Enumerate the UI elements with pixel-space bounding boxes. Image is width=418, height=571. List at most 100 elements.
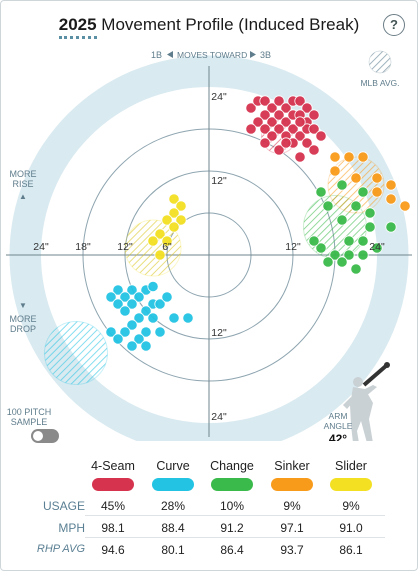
toggle-knob <box>33 431 43 441</box>
pitch-dot-curve <box>147 280 159 293</box>
pitch-dot-4seam <box>252 116 264 128</box>
pitch-dots <box>105 95 411 352</box>
mlb-avg-legend-icon <box>368 50 392 74</box>
x-tick-label: 24" <box>369 241 385 253</box>
more-drop-label: ▼ MORE DROP <box>9 301 37 334</box>
pitch-dot-4seam <box>301 137 313 149</box>
pitch-dot-change <box>343 249 355 261</box>
year-selector[interactable]: 2025 <box>58 15 97 39</box>
pitch-dot-4seam <box>308 144 320 156</box>
direction-right: 3B <box>260 50 271 60</box>
mph-change: 91.2 <box>220 521 244 535</box>
usage-4seam: 45% <box>100 499 126 513</box>
usage-sinker: 9% <box>283 499 301 513</box>
pill-slider[interactable] <box>330 478 372 491</box>
sample-label: 100 PITCH SAMPLE <box>6 407 52 427</box>
pitch-dot-change <box>336 256 348 268</box>
pitch-dot-4seam <box>259 137 271 149</box>
help-icon[interactable]: ? <box>383 14 405 36</box>
pitch-dot-curve <box>140 305 152 317</box>
pitch-dot-curve <box>140 326 152 338</box>
pitch-dot-curve <box>140 340 152 352</box>
pitch-dot-slider <box>168 207 180 219</box>
pitch-dot-4seam <box>294 130 306 142</box>
pill-curve[interactable] <box>152 478 194 491</box>
arrow-left-icon <box>167 51 173 58</box>
mph-curve: 88.4 <box>161 521 185 535</box>
pitch-dot-change <box>336 179 348 191</box>
mph-slider: 91.0 <box>339 521 363 535</box>
pitch-dot-change <box>357 249 369 261</box>
sample-toggle[interactable] <box>31 429 59 443</box>
pitch-dot-4seam <box>287 123 299 135</box>
y-tick-label: 24" <box>211 91 227 103</box>
pitch-dot-slider <box>161 235 173 247</box>
row-divider <box>85 537 385 538</box>
pitch-dot-slider <box>161 214 173 226</box>
page-title: 2025 Movement Profile (Induced Break) <box>1 15 417 39</box>
pitch-dot-sinker <box>371 172 383 184</box>
pitch-dot-slider <box>147 235 159 247</box>
pitch-dot-curve <box>112 333 124 345</box>
pitch-name-curve: Curve <box>156 459 190 473</box>
x-tick-label: 24" <box>33 241 49 253</box>
pitch-dot-curve <box>119 326 131 338</box>
mph-row: MPH 98.1 88.4 91.2 97.1 91.0 <box>1 521 417 541</box>
pitch-dot-slider <box>168 193 180 205</box>
pitch-dot-change <box>315 242 327 254</box>
pitch-dot-4seam <box>266 116 278 128</box>
pitch-dot-change <box>357 235 369 247</box>
pitch-dot-4seam <box>308 123 320 135</box>
x-tick-label: 6" <box>162 241 172 253</box>
y-tick-label: 12" <box>211 327 227 339</box>
arrow-right-icon <box>250 51 256 58</box>
arrow-up-icon: ▲ <box>19 192 27 201</box>
pitch-dot-sinker <box>329 165 341 177</box>
y-tick-label: 24" <box>211 411 227 423</box>
pitch-dot-curve <box>133 312 145 324</box>
pitch-dot-4seam <box>280 116 292 128</box>
more-rise-label: MORE RISE ▲ <box>9 169 37 201</box>
pitch-dot-sinker <box>357 151 369 163</box>
usage-curve: 28% <box>160 499 186 513</box>
usage-slider: 9% <box>342 499 360 513</box>
arm-angle-line <box>362 363 389 387</box>
table-header-row: 4-Seam Curve Change Sinker Slider <box>1 459 417 479</box>
avg-zone-slider <box>124 219 182 277</box>
pitch-dot-change <box>322 256 334 268</box>
pitch-dot-curve <box>154 326 166 338</box>
pitch-dot-sinker <box>350 172 362 184</box>
pitch-dot-4seam <box>315 130 327 142</box>
direction-middle: MOVES TOWARD <box>177 50 247 60</box>
pitch-dot-change <box>329 249 341 261</box>
pitch-dot-curve <box>147 312 159 324</box>
pitch-dot-change <box>315 186 327 198</box>
pitch-dot-slider <box>175 200 187 212</box>
pitch-dot-change <box>385 221 397 233</box>
pitch-dot-change <box>308 235 320 247</box>
arrow-down-icon: ▼ <box>19 301 27 310</box>
pitcher-silhouette-icon <box>343 377 377 441</box>
pitch-name-slider: Slider <box>335 459 367 473</box>
pitch-dot-change <box>364 207 376 219</box>
mph-sinker: 97.1 <box>280 521 304 535</box>
pitch-name-change: Change <box>210 459 254 473</box>
pill-sinker[interactable] <box>271 478 313 491</box>
pill-change[interactable] <box>211 478 253 491</box>
x-tick-label: 12" <box>117 241 133 253</box>
avg-zone-sinker <box>327 156 385 214</box>
pitch-dot-curve <box>105 326 117 338</box>
x-tick-label: 12" <box>285 241 301 253</box>
rhp-avg-label: RHP AVG <box>36 543 85 555</box>
pitch-dot-4seam <box>245 102 257 114</box>
pitch-dot-4seam <box>280 102 292 114</box>
pill-4seam[interactable] <box>92 478 134 491</box>
mph-label: MPH <box>58 521 85 535</box>
rhp-curve: 80.1 <box>161 543 185 557</box>
pitch-dot-change <box>350 200 362 212</box>
mlb-avg-label: MLB AVG. <box>360 78 399 88</box>
pitch-dot-curve <box>161 291 173 303</box>
pitch-dot-4seam <box>294 95 306 107</box>
pitch-dot-curve <box>112 284 124 296</box>
